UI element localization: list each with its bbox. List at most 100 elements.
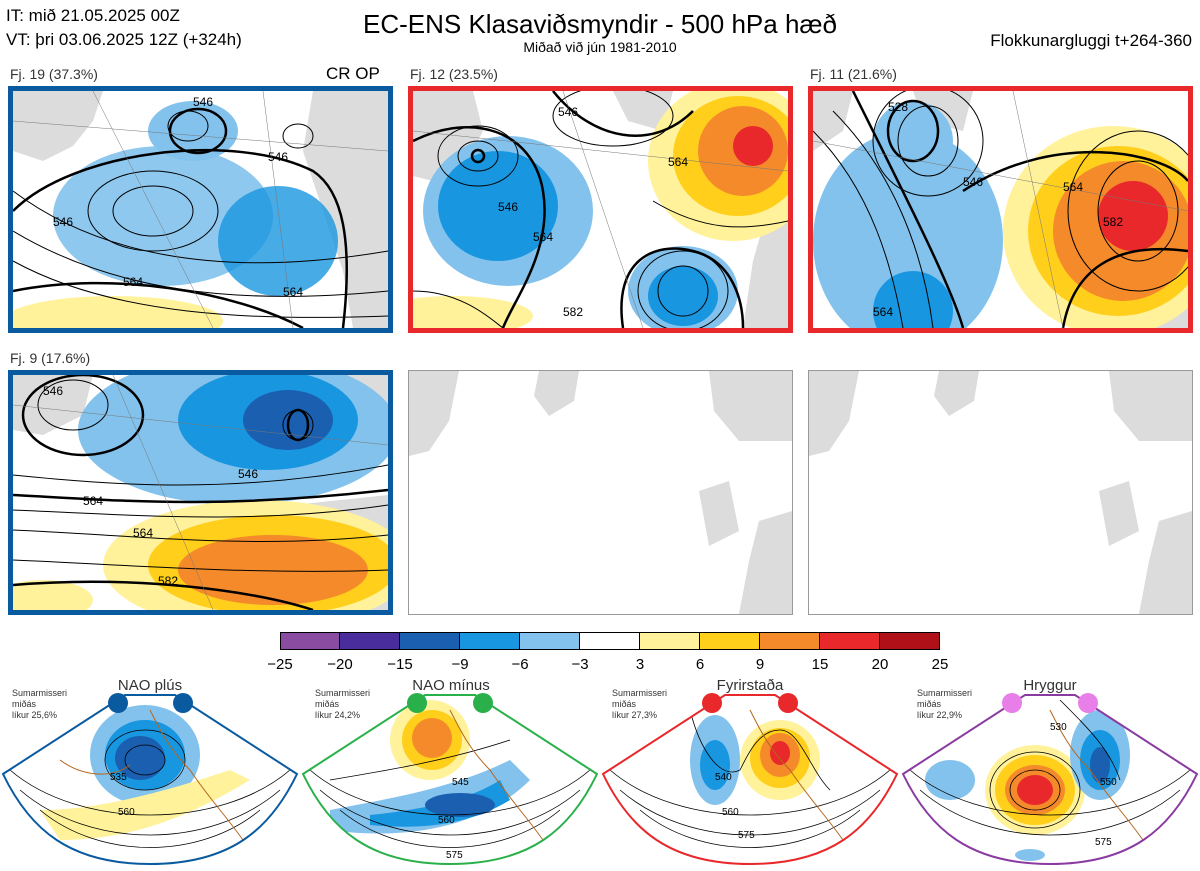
contour-label: 564 bbox=[1063, 180, 1083, 194]
contour-label: 560 bbox=[118, 807, 135, 818]
contour-label: 546 bbox=[53, 215, 73, 229]
regime-3-info: Sumarmisseri miðás líkur 27,3% bbox=[612, 688, 668, 720]
anomaly-negative-core bbox=[648, 266, 718, 326]
contour-label: 560 bbox=[438, 815, 455, 826]
contour-label: 546 bbox=[558, 105, 578, 119]
contour-label: 575 bbox=[446, 850, 463, 861]
contour-label: 575 bbox=[738, 830, 755, 841]
colorbar-segment bbox=[640, 632, 700, 650]
valid-time: VT: þri 03.06.2025 12Z (+324h) bbox=[6, 30, 242, 49]
anomaly-positive bbox=[13, 296, 223, 328]
regime-2-dot-right bbox=[473, 693, 493, 713]
init-time: IT: mið 21.05.2025 00Z bbox=[6, 6, 180, 25]
classification-window: Flokkunargluggi t+264-360 bbox=[990, 31, 1192, 50]
colorbar-tick-label: 25 bbox=[931, 656, 949, 673]
cluster-map-3: 528 546 564 582 564 bbox=[813, 91, 1188, 328]
cluster-panel-2: 546 564 546 564 582 bbox=[408, 86, 793, 333]
contour-label: 546 bbox=[193, 95, 213, 109]
regime-1-name: NAO plús bbox=[117, 677, 183, 694]
anomaly-negative bbox=[148, 101, 238, 161]
regime-3-name: Fyrirstaða bbox=[716, 677, 784, 694]
iceland-land bbox=[613, 91, 673, 131]
colorbar-tick-label: 20 bbox=[871, 656, 889, 673]
empty-map-1 bbox=[409, 371, 792, 614]
cluster-map-4: 546 546 564 564 582 bbox=[13, 375, 388, 610]
contour-label: 564 bbox=[668, 155, 688, 169]
contour-label: 540 bbox=[715, 772, 732, 783]
regime-4-dot-right bbox=[1078, 693, 1098, 713]
anomaly-negative-core bbox=[873, 271, 953, 328]
contour-label: 564 bbox=[533, 230, 553, 244]
page-title: EC-ENS Klasaviðsmyndir - 500 hPa hæð bbox=[363, 9, 837, 39]
anomaly-positive bbox=[13, 580, 93, 610]
anomaly-negative-core bbox=[218, 186, 338, 296]
cluster-panel-3: 528 546 564 582 564 bbox=[808, 86, 1193, 333]
colorbar-segment bbox=[520, 632, 580, 650]
cluster-panel-1: 546 546 546 564 564 bbox=[8, 86, 393, 333]
colorbar-segment bbox=[880, 632, 940, 650]
contour-label: 546 bbox=[43, 384, 63, 398]
anomaly-positive-core bbox=[178, 535, 368, 605]
greenland-land bbox=[13, 375, 93, 435]
colorbar-segment bbox=[760, 632, 820, 650]
europe-land bbox=[303, 91, 388, 328]
regime-1-dot-right bbox=[173, 693, 193, 713]
regime-2-dot-left bbox=[407, 693, 427, 713]
contour-label: 545 bbox=[452, 777, 469, 788]
contour-label: 546 bbox=[268, 150, 288, 164]
colorbar-segment bbox=[460, 632, 520, 650]
cluster-map-2: 546 564 546 564 582 bbox=[413, 91, 788, 328]
regime-4-name: Hryggur bbox=[1023, 677, 1077, 694]
colorbar-tick-label: −3 bbox=[571, 656, 589, 673]
regime-3-dot-right bbox=[778, 693, 798, 713]
colorbar-tick-label: 3 bbox=[635, 656, 645, 673]
empty-map-2 bbox=[809, 371, 1192, 614]
colorbar-tick-label: −9 bbox=[451, 656, 469, 673]
contour-label: 564 bbox=[123, 275, 143, 289]
panel-3-label: Fj. 11 (21.6%) bbox=[810, 66, 897, 82]
colorbar-segment bbox=[820, 632, 880, 650]
regime-1-outline bbox=[1, 694, 299, 866]
regime-4-dot-left bbox=[1002, 693, 1022, 713]
anomaly-positive-core bbox=[1098, 181, 1168, 251]
empty-panel-1 bbox=[408, 370, 793, 615]
contour-label: 546 bbox=[498, 200, 518, 214]
colorbar-tick-label: 6 bbox=[695, 656, 705, 673]
contour-label: 564 bbox=[283, 285, 303, 299]
colorbar-tick-label: −25 bbox=[267, 656, 293, 673]
colorbar-tick-label: −20 bbox=[327, 656, 353, 673]
regime-3-dot-left bbox=[702, 693, 722, 713]
regime-2-info: Sumarmisseri miðás líkur 24,2% bbox=[315, 688, 371, 720]
contour-label: 560 bbox=[722, 807, 739, 818]
colorbar-segment bbox=[400, 632, 460, 650]
anomaly-negative bbox=[873, 101, 953, 181]
greenland-land bbox=[813, 91, 853, 151]
regime-3-outline bbox=[601, 694, 899, 866]
colorbar-segment bbox=[280, 632, 340, 650]
colorbar bbox=[280, 632, 940, 650]
anomaly-positive-core bbox=[733, 126, 773, 166]
regime-maps: 535 560 545 560 575 540 5 bbox=[1, 693, 1199, 866]
regime-2-name: NAO mínus bbox=[412, 677, 490, 694]
regime-4-map: 530 550 575 bbox=[909, 699, 1191, 861]
regime-4-info: Sumarmisseri miðás líkur 22,9% bbox=[917, 688, 973, 720]
anomaly-negative-core bbox=[438, 151, 558, 261]
colorbar-tick-label: 15 bbox=[811, 656, 829, 673]
greenland-land bbox=[13, 91, 103, 161]
regime-4-outline bbox=[901, 694, 1199, 866]
contour-label: 582 bbox=[563, 305, 583, 319]
cluster-map-1: 546 546 546 564 564 bbox=[13, 91, 388, 328]
contour-label: 564 bbox=[133, 526, 153, 540]
panel-1-tag: CR OP bbox=[326, 64, 380, 83]
regime-1-dot-left bbox=[108, 693, 128, 713]
contour-label: 582 bbox=[158, 574, 178, 588]
panel-4-label: Fj. 9 (17.6%) bbox=[10, 350, 91, 366]
panel-1-label: Fj. 19 (37.3%) bbox=[10, 66, 98, 82]
empty-panel-2 bbox=[808, 370, 1193, 615]
anomaly-negative bbox=[53, 146, 273, 286]
contour-label: 550 bbox=[1100, 777, 1117, 788]
contour-label: 535 bbox=[110, 772, 127, 783]
regime-1-info: Sumarmisseri miðás líkur 25,6% bbox=[12, 688, 68, 720]
anomaly-positive bbox=[413, 296, 533, 328]
colorbar-tick-label: −15 bbox=[387, 656, 413, 673]
